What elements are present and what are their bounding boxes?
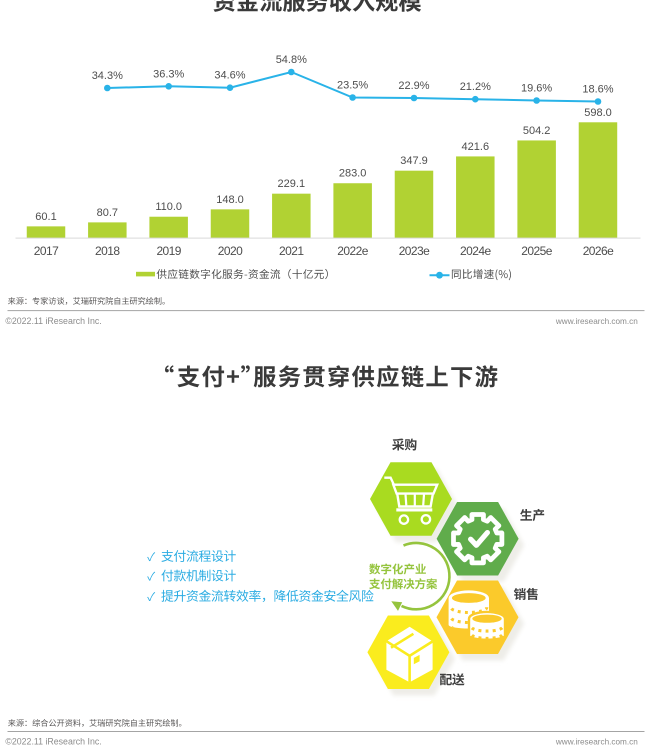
svg-text:110.0: 110.0 [155,201,182,213]
svg-text:©2022.11 iResearch Inc.: ©2022.11 iResearch Inc. [5,737,101,747]
svg-text:www.iresearch.com.cn: www.iresearch.com.cn [555,738,638,747]
svg-text:148.0: 148.0 [216,194,244,206]
svg-text:2026e: 2026e [583,244,614,258]
svg-text:2019: 2019 [156,244,181,258]
svg-text:283.0: 283.0 [339,168,367,180]
svg-text:2024e: 2024e [460,244,491,258]
svg-text:19.6%: 19.6% [521,83,552,95]
svg-text:2022e: 2022e [337,244,368,258]
svg-text:34.6%: 34.6% [214,70,245,82]
svg-text:60.1: 60.1 [35,211,56,223]
svg-text:54.8%: 54.8% [276,54,307,66]
svg-text:22.9%: 22.9% [398,80,429,92]
svg-text:80.7: 80.7 [97,207,118,219]
svg-text:36.3%: 36.3% [153,68,184,80]
svg-text:2023e: 2023e [399,244,430,258]
svg-text:18.6%: 18.6% [582,84,613,96]
svg-text:598.0: 598.0 [584,107,612,119]
svg-text:2020: 2020 [218,244,243,258]
svg-text:2018: 2018 [95,244,120,258]
svg-text:229.1: 229.1 [278,178,306,190]
svg-text:23.5%: 23.5% [337,80,368,92]
svg-text:504.2: 504.2 [523,125,551,137]
svg-text:2025e: 2025e [521,244,552,258]
svg-text:2017: 2017 [34,244,59,258]
svg-text:34.3%: 34.3% [92,70,123,82]
svg-text:www.iresearch.com.cn: www.iresearch.com.cn [555,317,638,326]
svg-text:©2022.11 iResearch Inc.: ©2022.11 iResearch Inc. [5,316,101,326]
svg-text:347.9: 347.9 [400,155,428,167]
svg-text:2021: 2021 [279,244,304,258]
svg-text:21.2%: 21.2% [460,81,491,93]
svg-text:421.6: 421.6 [462,141,490,153]
